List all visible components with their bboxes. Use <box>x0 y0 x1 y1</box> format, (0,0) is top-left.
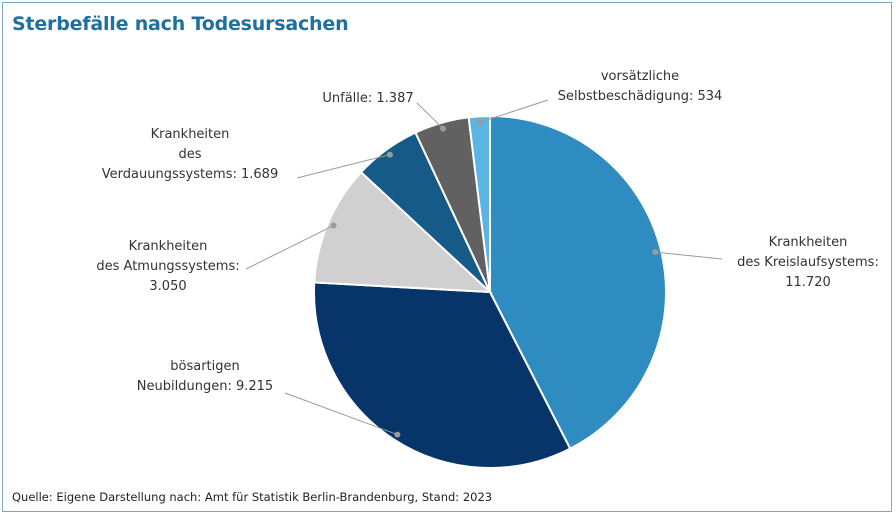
data-label-atmung: Krankheiten des Atmungssystems: 3.050 <box>96 239 239 294</box>
leader-line-neubildungen <box>284 392 398 436</box>
leader-line-selbstbeschaedigung <box>479 99 549 123</box>
leader-dot-verdauung <box>386 151 393 158</box>
data-label-unfaelle: Unfälle: 1.387 <box>322 91 413 106</box>
data-label-neubildungen: bösartigen Neubildungen: 9.215 <box>137 359 273 394</box>
data-label-kreislauf: Krankheiten des Kreislaufsystems: 11.720 <box>737 235 879 290</box>
pie-slice-selbstbeschaedigung <box>467 114 491 293</box>
leader-line-atmung <box>245 225 334 270</box>
leader-dot-neubildungen <box>394 431 401 438</box>
pie-slice-neubildungen <box>313 281 572 469</box>
pie-slice-kreislauf <box>489 114 667 451</box>
data-label-selbstbeschaedigung: vorsätzliche Selbstbeschädigung: 534 <box>558 69 723 104</box>
leader-dot-kreislauf <box>652 249 659 256</box>
leader-line-unfaelle <box>416 102 444 129</box>
chart-title: Sterbefälle nach Todesursachen <box>12 13 349 35</box>
chart-source: Quelle: Eigene Darstellung nach: Amt für… <box>12 490 493 504</box>
leader-dot-atmung <box>330 222 337 229</box>
leader-line-verdauung <box>296 154 391 179</box>
leader-dot-unfaelle <box>440 125 447 132</box>
data-label-verdauung: Krankheiten des Verdauungssystems: 1.689 <box>102 127 278 182</box>
pie-slice-atmung <box>313 170 493 294</box>
leader-line-kreislauf <box>655 251 723 260</box>
leader-dot-selbstbeschaedigung <box>476 119 483 126</box>
